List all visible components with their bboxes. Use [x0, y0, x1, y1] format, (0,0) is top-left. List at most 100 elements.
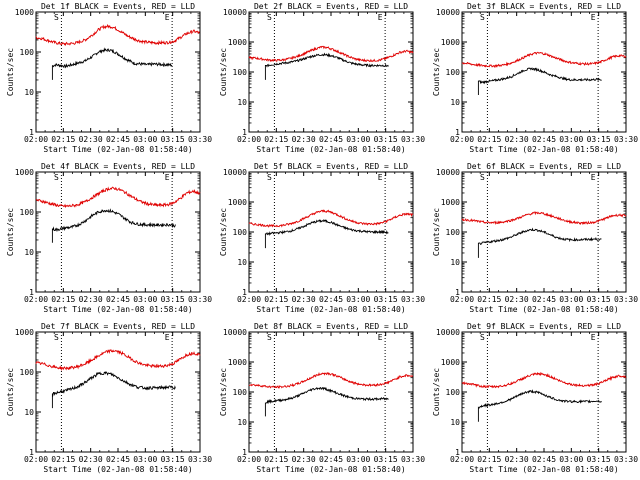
- chart-svg: Det 5f BLACK = Events, RED = LLD 1 10 100 10…: [219, 162, 425, 314]
- y-tick-label: 1000: [441, 38, 460, 47]
- y-tick-label: 10: [450, 98, 460, 107]
- x-tick-label: 02:15: [51, 135, 75, 144]
- y-tick-label: 1: [29, 448, 34, 457]
- x-tick-label: 03:30: [614, 455, 638, 464]
- x-tick-label: 03:00: [559, 455, 583, 464]
- plot-frame: [248, 171, 414, 293]
- x-tick-label: 02:30: [79, 135, 103, 144]
- y-tick-label: 1000: [228, 38, 247, 47]
- x-tick-label: 03:15: [161, 455, 185, 464]
- x-tick-label: 03:00: [559, 135, 583, 144]
- y-tick-label: 1000: [441, 358, 460, 367]
- y-tick-label: 10: [24, 248, 34, 257]
- y-axis-label: Counts/sec: [6, 48, 15, 96]
- y-tick-label: 10: [237, 418, 247, 427]
- time-marker-label: E: [591, 173, 596, 182]
- y-tick-label: 10000: [223, 328, 247, 337]
- chart-title: Det 3f BLACK = Events, RED = LLD: [467, 2, 621, 11]
- x-axis-label: Start Time (02-Jan-08 01:58:40): [256, 465, 405, 474]
- y-tick-label: 10000: [436, 8, 460, 17]
- y-tick-label: 100: [20, 48, 35, 57]
- series-lld-line: [461, 211, 627, 226]
- x-axis-label: Start Time (02-Jan-08 01:58:40): [43, 145, 192, 154]
- chart-title: Det 2f BLACK = Events, RED = LLD: [254, 2, 408, 11]
- x-tick-label: 02:45: [532, 135, 556, 144]
- x-tick-label: 03:30: [188, 295, 212, 304]
- series-events-line: [477, 227, 602, 258]
- y-axis-label: Counts/sec: [219, 48, 228, 96]
- chart-svg: Det 2f BLACK = Events, RED = LLD 1 10 100 10…: [219, 2, 425, 154]
- chart-panel-8: Det 8f BLACK = Events, RED = LLD 1 10 100 10…: [213, 320, 426, 480]
- time-marker-label: E: [591, 333, 596, 342]
- chart-title: Det 5f BLACK = Events, RED = LLD: [254, 162, 408, 171]
- x-axis-label: Start Time (02-Jan-08 01:58:40): [256, 305, 405, 314]
- y-axis-label: Counts/sec: [219, 208, 228, 256]
- series-lld-line: [248, 45, 414, 63]
- x-tick-label: 02:00: [24, 135, 48, 144]
- x-tick-label: 02:15: [477, 295, 501, 304]
- series-events-line: [51, 47, 173, 80]
- x-tick-label: 03:30: [614, 295, 638, 304]
- y-tick-label: 100: [446, 68, 461, 77]
- x-tick-label: 03:30: [614, 135, 638, 144]
- time-marker-label: S: [480, 173, 485, 182]
- x-tick-label: 02:45: [106, 295, 130, 304]
- x-tick-label: 03:00: [559, 295, 583, 304]
- chart-svg: Det 8f BLACK = Events, RED = LLD 1 10 100 10…: [219, 322, 425, 474]
- series-events-line: [264, 218, 389, 249]
- series-events-line: [51, 208, 176, 243]
- chart-panel-9: Det 9f BLACK = Events, RED = LLD 1 10 100 10…: [426, 320, 639, 480]
- chart-title: Det 8f BLACK = Events, RED = LLD: [254, 322, 408, 331]
- series-lld-line: [248, 209, 414, 228]
- chart-panel-3: Det 3f BLACK = Events, RED = LLD 1 10 100 10…: [426, 0, 639, 160]
- series-lld-line: [35, 186, 201, 209]
- x-tick-label: 02:30: [292, 455, 316, 464]
- y-tick-label: 1000: [441, 198, 460, 207]
- x-tick-label: 03:15: [587, 455, 611, 464]
- time-marker-label: E: [165, 333, 170, 342]
- x-tick-label: 03:00: [133, 455, 157, 464]
- y-tick-label: 100: [233, 228, 248, 237]
- series-lld-line: [461, 51, 627, 68]
- x-tick-label: 03:15: [587, 295, 611, 304]
- x-tick-label: 02:30: [292, 295, 316, 304]
- x-tick-label: 03:15: [374, 135, 398, 144]
- y-tick-label: 10: [450, 258, 460, 267]
- x-tick-label: 02:00: [237, 455, 261, 464]
- x-tick-label: 03:15: [161, 295, 185, 304]
- chart-title: Det 7f BLACK = Events, RED = LLD: [41, 322, 195, 331]
- x-tick-label: 03:30: [401, 295, 425, 304]
- chart-title: Det 1f BLACK = Events, RED = LLD: [41, 2, 195, 11]
- plot-frame: [248, 11, 414, 133]
- time-marker-label: E: [378, 13, 383, 22]
- time-marker-label: S: [54, 333, 59, 342]
- x-axis-label: Start Time (02-Jan-08 01:58:40): [256, 145, 405, 154]
- x-tick-label: 03:15: [374, 455, 398, 464]
- x-tick-label: 02:30: [79, 295, 103, 304]
- chart-panel-6: Det 6f BLACK = Events, RED = LLD 1 10 100 10…: [426, 160, 639, 320]
- y-tick-label: 1: [29, 288, 34, 297]
- x-axis-label: Start Time (02-Jan-08 01:58:40): [469, 305, 618, 314]
- plot-frame: [35, 11, 201, 133]
- y-tick-label: 100: [233, 68, 248, 77]
- plot-frame: [461, 331, 627, 453]
- time-marker-label: S: [267, 333, 272, 342]
- time-marker-label: E: [165, 13, 170, 22]
- series-events-line: [51, 371, 176, 409]
- chart-svg: Det 7f BLACK = Events, RED = LLD 1 10 100 10…: [6, 322, 212, 474]
- x-tick-label: 02:00: [237, 295, 261, 304]
- x-tick-label: 02:00: [24, 455, 48, 464]
- series-events-line: [477, 67, 602, 95]
- x-tick-label: 03:30: [188, 135, 212, 144]
- series-lld-line: [35, 349, 201, 372]
- y-axis-label: Counts/sec: [432, 368, 441, 416]
- y-tick-label: 100: [446, 388, 461, 397]
- chart-panel-2: Det 2f BLACK = Events, RED = LLD 1 10 100 10…: [213, 0, 426, 160]
- x-axis-label: Start Time (02-Jan-08 01:58:40): [469, 145, 618, 154]
- time-marker-label: E: [378, 173, 383, 182]
- x-tick-label: 02:30: [292, 135, 316, 144]
- time-marker-label: S: [267, 173, 272, 182]
- chart-panel-7: Det 7f BLACK = Events, RED = LLD 1 10 100 10…: [0, 320, 213, 480]
- x-tick-label: 03:30: [188, 455, 212, 464]
- y-tick-label: 1000: [15, 168, 34, 177]
